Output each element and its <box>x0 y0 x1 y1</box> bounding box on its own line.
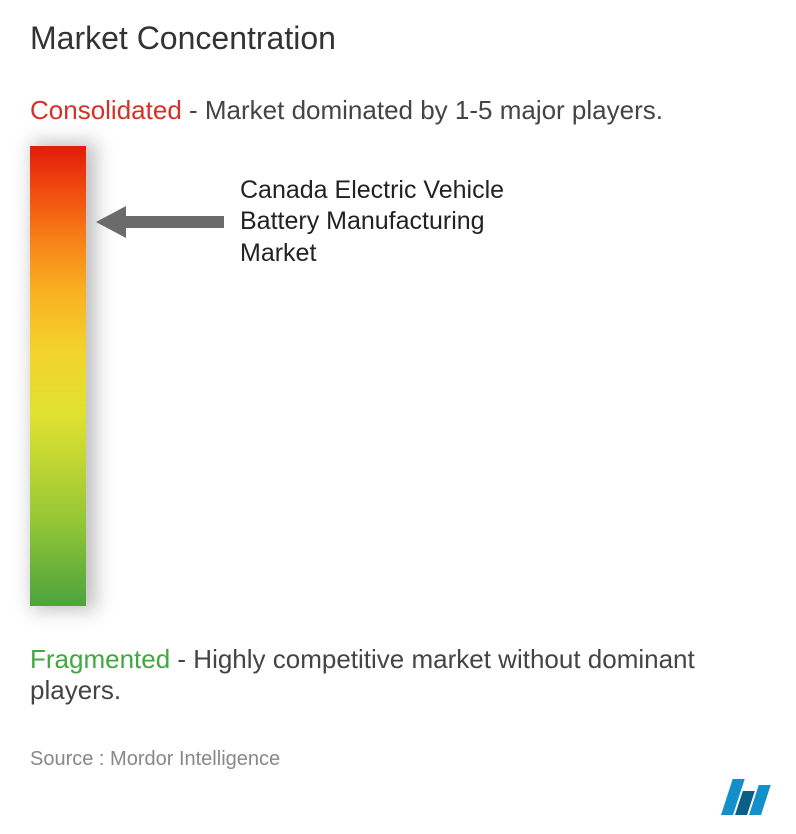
source-attribution: Source : Mordor Intelligence <box>30 748 766 771</box>
gradient-scale-bar <box>30 146 86 606</box>
market-position-marker: Canada Electric Vehicle Battery Manufact… <box>96 175 560 269</box>
fragmented-keyword: Fragmented <box>30 644 170 674</box>
fragmented-label-row: Fragmented - Highly competitive market w… <box>30 644 766 706</box>
page-title: Market Concentration <box>30 20 766 57</box>
consolidated-keyword: Consolidated <box>30 95 182 125</box>
consolidated-label-row: Consolidated - Market dominated by 1-5 m… <box>30 95 766 126</box>
arrow-left-icon <box>96 212 226 232</box>
concentration-chart: Canada Electric Vehicle Battery Manufact… <box>30 146 766 626</box>
marker-label: Canada Electric Vehicle Battery Manufact… <box>240 175 560 269</box>
consolidated-description: - Market dominated by 1-5 major players. <box>182 95 663 125</box>
mordor-logo <box>720 775 778 820</box>
